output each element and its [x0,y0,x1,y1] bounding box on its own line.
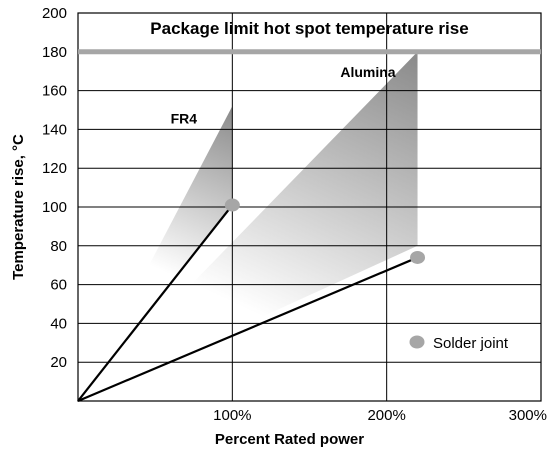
region-label-fr4: FR4 [171,111,198,127]
y-tick-label: 60 [50,277,67,294]
x-tick-label: 200% [367,407,405,424]
x-axis-label: Percent Rated power [215,431,364,448]
plot-frame [77,12,542,402]
y-tick-label: 160 [42,83,67,100]
y-tick-label: 20 [50,354,67,371]
y-tick-label: 120 [42,160,67,177]
y-axis-label: Temperature rise, °C [10,134,27,280]
x-tick-label: 100% [213,407,251,424]
solder-joint-point-fr4 [224,198,240,212]
y-tick-label: 100 [42,199,67,216]
legend-label: Solder joint [433,335,509,352]
limit-line-label: Package limit hot spot temperature rise [150,19,468,38]
y-tick-label: 40 [50,315,67,332]
region-label-alumina: Alumina [340,64,395,80]
series-line-fr4 [77,204,234,402]
y-tick-label: 200 [42,5,67,22]
y-tick-label: 140 [42,121,67,138]
solder-joint-point-alumina [410,250,426,264]
legend-marker [409,335,425,349]
region-fr4 [78,106,233,402]
region-alumina [78,51,418,402]
y-tick-label: 80 [50,238,67,255]
x-tick-label: 300% [509,407,547,424]
series-line-alumina [77,256,418,403]
y-tick-label: 180 [42,44,67,61]
